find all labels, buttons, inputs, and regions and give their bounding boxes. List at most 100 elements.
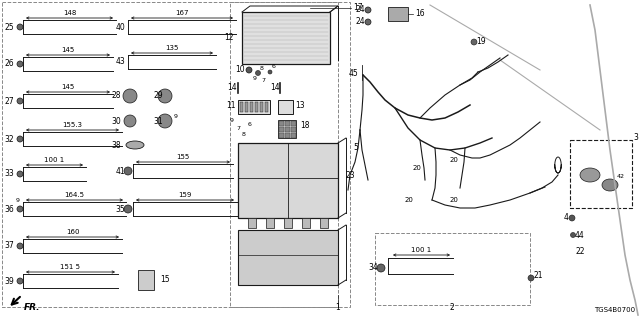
Bar <box>240 102 243 112</box>
Text: 42: 42 <box>617 174 625 180</box>
Circle shape <box>17 61 23 67</box>
Text: 40: 40 <box>115 22 125 31</box>
Text: 9: 9 <box>174 114 178 118</box>
Text: 3: 3 <box>633 133 638 142</box>
Bar <box>266 218 274 228</box>
Text: 11: 11 <box>227 101 236 110</box>
Text: 159: 159 <box>179 192 192 198</box>
Circle shape <box>158 114 172 128</box>
Text: 32: 32 <box>4 134 14 143</box>
Text: 19: 19 <box>476 37 486 46</box>
Text: 18: 18 <box>300 121 310 130</box>
Circle shape <box>268 70 272 74</box>
Text: 29: 29 <box>153 92 163 100</box>
Text: 27: 27 <box>4 97 14 106</box>
Bar <box>279 121 284 126</box>
Text: 14: 14 <box>227 84 237 92</box>
Text: 8: 8 <box>242 132 246 138</box>
Text: 45: 45 <box>348 68 358 77</box>
Text: 12: 12 <box>225 34 234 43</box>
Bar <box>285 121 290 126</box>
Text: 34: 34 <box>368 263 378 273</box>
Circle shape <box>17 24 23 30</box>
Text: 43: 43 <box>115 58 125 67</box>
Bar <box>320 218 328 228</box>
Text: 155.3: 155.3 <box>63 122 83 128</box>
Text: 21: 21 <box>533 270 543 279</box>
Text: TGS4B0700: TGS4B0700 <box>594 307 635 313</box>
Bar <box>302 218 310 228</box>
Ellipse shape <box>126 141 144 149</box>
Text: 20: 20 <box>450 197 459 203</box>
Bar <box>138 270 154 290</box>
Circle shape <box>17 243 23 249</box>
Text: 33: 33 <box>4 170 14 179</box>
Text: 9: 9 <box>16 197 20 203</box>
Ellipse shape <box>580 168 600 182</box>
Circle shape <box>124 205 132 213</box>
Bar <box>238 143 338 218</box>
Text: 20: 20 <box>413 165 422 171</box>
Bar <box>230 2 350 307</box>
Bar <box>375 233 530 305</box>
Bar <box>279 127 284 132</box>
Circle shape <box>17 98 23 104</box>
Text: 100 1: 100 1 <box>412 247 431 253</box>
Ellipse shape <box>602 179 618 191</box>
Text: 16: 16 <box>415 10 424 19</box>
Circle shape <box>255 70 260 76</box>
Bar <box>291 127 296 132</box>
Bar <box>388 7 408 21</box>
Bar <box>291 133 296 138</box>
Text: 17: 17 <box>353 4 363 12</box>
Bar <box>285 127 290 132</box>
Bar <box>238 100 270 114</box>
Circle shape <box>569 215 575 221</box>
Bar <box>278 120 296 138</box>
Text: 25: 25 <box>4 22 14 31</box>
Bar <box>245 102 248 112</box>
Circle shape <box>365 7 371 13</box>
Text: 30: 30 <box>111 116 121 125</box>
Text: 23: 23 <box>346 171 355 180</box>
Circle shape <box>246 67 252 73</box>
Text: 160: 160 <box>66 229 79 235</box>
Text: 148: 148 <box>63 10 76 16</box>
Bar <box>248 218 256 228</box>
Text: 2: 2 <box>450 303 454 313</box>
Text: 6: 6 <box>272 65 276 69</box>
Bar <box>265 102 268 112</box>
Text: 9: 9 <box>253 76 257 81</box>
Text: 6: 6 <box>248 123 252 127</box>
Text: 22: 22 <box>575 247 584 257</box>
Circle shape <box>471 39 477 45</box>
Circle shape <box>17 136 23 142</box>
Text: 20: 20 <box>450 157 459 163</box>
Text: 28: 28 <box>111 92 121 100</box>
Circle shape <box>158 89 172 103</box>
Text: 24: 24 <box>355 5 365 14</box>
Circle shape <box>124 115 136 127</box>
Text: 15: 15 <box>160 275 170 284</box>
Circle shape <box>377 264 385 272</box>
Text: 13: 13 <box>295 101 305 110</box>
Text: 100 1: 100 1 <box>44 157 65 163</box>
Text: FR.: FR. <box>24 302 40 311</box>
Text: 20: 20 <box>405 197 414 203</box>
Circle shape <box>570 233 575 237</box>
Text: 8: 8 <box>260 67 264 71</box>
Bar <box>2 2 338 307</box>
Bar <box>278 100 293 114</box>
Text: 135: 135 <box>165 45 179 51</box>
Bar <box>291 121 296 126</box>
Circle shape <box>365 19 371 25</box>
Text: 151 5: 151 5 <box>61 264 81 270</box>
Bar <box>260 102 263 112</box>
Text: 41: 41 <box>115 166 125 175</box>
Text: 145: 145 <box>61 47 75 53</box>
Bar <box>570 140 632 208</box>
Text: 14: 14 <box>270 84 280 92</box>
Text: 7: 7 <box>236 125 240 131</box>
Text: 5: 5 <box>353 143 358 153</box>
Bar <box>279 133 284 138</box>
